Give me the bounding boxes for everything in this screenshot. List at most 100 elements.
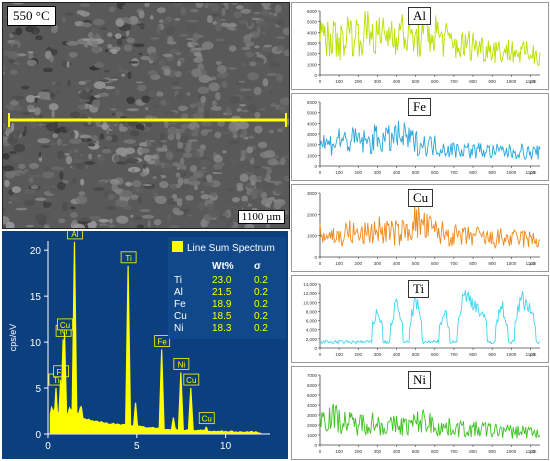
eds-table-cell: 0.2 [254, 299, 268, 310]
scale-bar-label: 1100 µm [237, 210, 285, 224]
profile-x-tick-label: 1000 [506, 352, 517, 357]
profile-x-tick-label: 800 [469, 352, 477, 357]
eds-peak-label: Cu [186, 376, 196, 385]
profile-y-tick-label: 4000 [307, 403, 318, 408]
eds-table-header: Wt% [212, 261, 234, 272]
profile-x-tick-label: 600 [431, 170, 439, 175]
profile-x-tick-label: 1100 [526, 261, 536, 266]
profile-x-tick-label: 400 [393, 79, 401, 84]
profile-x-tick-label: 0 [319, 449, 322, 454]
profile-x-tick-label: 300 [374, 352, 382, 357]
profile-x-tick-label: 0 [319, 261, 322, 266]
element-label-cu: Cu [408, 189, 434, 207]
eds-peak [52, 388, 60, 434]
eds-table-cell: Al [174, 287, 183, 298]
eds-peak-label-box [173, 358, 190, 370]
line-profile-fe-chart: 0 1000 2000 3000 4000 5000 6000 0 100 200 300 400 50… [307, 100, 541, 175]
profile-x-tick-label: 100 [335, 170, 343, 175]
line-profile-fe: 0 1000 2000 3000 4000 5000 6000 0 100 200 300 400 50… [291, 93, 549, 181]
profile-y-tick-label: 12,000 [303, 291, 317, 296]
profile-y-tick-label: 7000 [307, 373, 318, 378]
profile-y-tick-label: 5000 [307, 20, 318, 25]
profile-x-tick-label: 300 [374, 170, 382, 175]
profile-x-tick-label: 300 [374, 261, 382, 266]
profile-y-tick-label: 3000 [307, 413, 318, 418]
eds-table-cell: 18.9 [212, 299, 232, 310]
eds-table-cell: 18.3 [212, 323, 232, 334]
eds-peak [132, 402, 139, 434]
eds-table-cell: 0.2 [254, 311, 268, 322]
eds-peak [124, 265, 132, 434]
profile-trace-al [319, 10, 541, 66]
profile-y-tick-label: 2000 [307, 423, 318, 428]
profile-x-tick-label: 200 [355, 352, 363, 357]
profile-x-tick-label: 500 [412, 449, 420, 454]
profile-y-tick-label: 2,000 [306, 337, 318, 342]
profile-x-tick-label: 900 [488, 261, 496, 266]
line-profile-al: 0 1000 2000 3000 4000 5000 6000 0 100 200 300 400 50… [291, 2, 549, 90]
element-label-ti: Ti [408, 280, 430, 298]
profile-x-tick-label: 800 [469, 449, 477, 454]
profile-y-tick-label: 0 [314, 164, 317, 169]
profile-x-tick-label: 600 [431, 261, 439, 266]
profile-y-tick-label: 4000 [307, 121, 318, 126]
eds-table-cell: Fe [174, 299, 186, 310]
profile-y-tick-label: 2000 [307, 52, 318, 57]
profile-x-tick-label: 300 [374, 449, 382, 454]
profile-y-tick-label: 3000 [307, 41, 318, 46]
line-profile-cu: 0 1000 2000 3000 0 100 200 300 400 500 600 700 800 90… [291, 184, 549, 272]
profile-y-tick-label: 10,000 [303, 300, 317, 305]
profile-y-tick-label: 4000 [307, 30, 318, 35]
eds-x-tick-label: 10 [220, 441, 232, 452]
eds-peak [187, 388, 194, 434]
profile-x-tick-label: 1000 [506, 261, 517, 266]
profile-y-tick-label: 6000 [307, 383, 318, 388]
profile-y-tick-label: 3000 [307, 191, 318, 196]
profile-x-tick-label: 200 [355, 170, 363, 175]
eds-peak-label-box [120, 251, 137, 264]
profile-x-tick-label: 300 [374, 79, 382, 84]
profile-x-tick-label: 400 [393, 449, 401, 454]
eds-table-cell: Ti [174, 275, 182, 286]
eds-table-cell: 0.2 [254, 275, 268, 286]
profile-x-tick-label: 100 [335, 79, 343, 84]
eds-spectrum-panel: 0 5 10 15 20 0 5 10 cps/eV Ti Fe Ni Cu Al Ti Fe Ni Cu Cu Li… [2, 231, 288, 459]
sem-micrograph: 550 °C 1100 µm [2, 2, 290, 229]
eds-peak [170, 417, 177, 434]
profile-y-tick-label: 0 [314, 443, 317, 448]
eds-peak-label-box [53, 365, 70, 378]
element-label-fe: Fe [408, 98, 431, 116]
profile-x-tick-label: 400 [393, 352, 401, 357]
eds-peak [203, 426, 210, 434]
profile-trace-ni [319, 403, 541, 439]
profile-x-tick-label: 200 [355, 79, 363, 84]
eds-peak [158, 349, 165, 434]
eds-peak-label: Ni [178, 360, 186, 369]
profile-x-tick-label: 700 [450, 170, 458, 175]
line-profile-ti: 0 2,000 4,000 6,000 8,000 10,000 12,000 14,000 0… [291, 275, 549, 363]
profile-x-tick-label: 0 [319, 79, 322, 84]
profile-x-tick-label: 500 [412, 170, 420, 175]
profile-y-tick-label: 1000 [307, 153, 318, 158]
eds-y-tick-label: 10 [30, 338, 42, 349]
eds-peak-label-box [67, 231, 83, 240]
profile-x-tick-label: 100 [335, 352, 343, 357]
eds-table-cell: 23.0 [212, 275, 232, 286]
profile-x-tick-label: 0 [319, 170, 322, 175]
profile-x-tick-label: 1100 [526, 79, 536, 84]
profile-x-tick-label: 900 [488, 449, 496, 454]
profile-x-unit: µm [530, 170, 537, 175]
eds-y-tick-label: 0 [35, 430, 41, 441]
line-profile-cu-chart: 0 1000 2000 3000 0 100 200 300 400 500 600 700 800 90… [307, 191, 541, 266]
eds-y-tick-label: 5 [35, 384, 41, 395]
profile-y-tick-label: 1000 [307, 62, 318, 67]
profile-x-tick-label: 0 [319, 352, 322, 357]
profile-x-tick-label: 800 [469, 170, 477, 175]
eds-legend-label: Line Sum Spectrum [187, 243, 275, 254]
sem-texture [3, 3, 289, 228]
eds-peak-label: Ni [60, 327, 68, 336]
sem-grains [3, 3, 289, 228]
eds-peak-label-box [183, 373, 200, 386]
eds-legend-swatch [172, 241, 183, 252]
profile-x-tick-label: 400 [393, 170, 401, 175]
